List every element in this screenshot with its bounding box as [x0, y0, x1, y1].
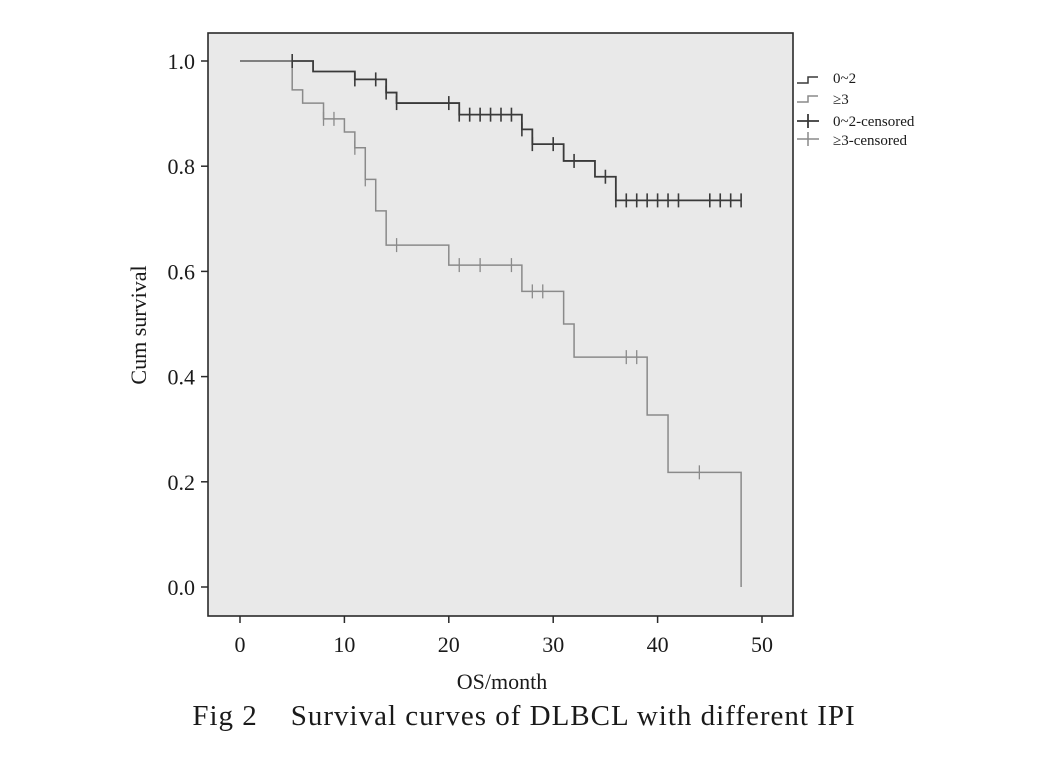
x-tick-label: 20: [438, 632, 460, 657]
x-tick-label: 50: [751, 632, 773, 657]
survival-curve-ge3: [240, 60, 742, 587]
x-axis-title: OS/month: [457, 669, 547, 694]
x-axis: 0 10 20 30 40 50: [235, 616, 773, 657]
y-tick-label: 0.0: [168, 575, 196, 600]
legend-label-ge3: ≥3: [833, 92, 849, 108]
legend-item-ge3-censored: ≥3-censored: [797, 132, 908, 149]
legend-item-0-2-censored: 0~2-censored: [797, 114, 915, 130]
legend-label-ge3-censored: ≥3-censored: [833, 133, 908, 149]
figure-caption: Fig 2 Survival curves of DLBCL with diff…: [0, 700, 1048, 733]
y-tick-label: 1.0: [168, 49, 196, 74]
censor-marks: [291, 54, 742, 480]
y-tick-label: 0.2: [168, 470, 196, 495]
legend-label-0-2: 0~2: [833, 71, 856, 87]
legend-item-ge3: ≥3: [797, 92, 849, 108]
legend: 0~2 ≥3 0~2-censored ≥3-censored: [797, 71, 915, 149]
x-tick-label: 10: [333, 632, 355, 657]
caption-label: Fig 2: [192, 700, 258, 732]
y-tick-label: 0.8: [168, 154, 196, 179]
x-tick-label: 0: [235, 632, 246, 657]
y-tick-label: 0.6: [168, 259, 196, 284]
caption-gap: [258, 700, 291, 732]
legend-censor-mark-ge3: [797, 132, 819, 146]
y-axis: 0.0 0.2 0.4 0.6 0.8 1.0: [168, 49, 208, 600]
x-tick-label: 30: [542, 632, 564, 657]
plot-area: [207, 32, 794, 617]
y-axis-title: Cum survival: [126, 265, 151, 384]
legend-swatch-0-2: [797, 76, 818, 84]
legend-item-0-2: 0~2: [797, 71, 856, 87]
y-tick-label: 0.4: [168, 365, 196, 390]
caption-text: Survival curves of DLBCL with different …: [290, 700, 856, 732]
x-tick-label: 40: [647, 632, 669, 657]
legend-swatch-ge3: [797, 95, 818, 103]
legend-label-0-2-censored: 0~2-censored: [833, 114, 915, 130]
legend-censor-mark-0-2: [797, 114, 819, 128]
